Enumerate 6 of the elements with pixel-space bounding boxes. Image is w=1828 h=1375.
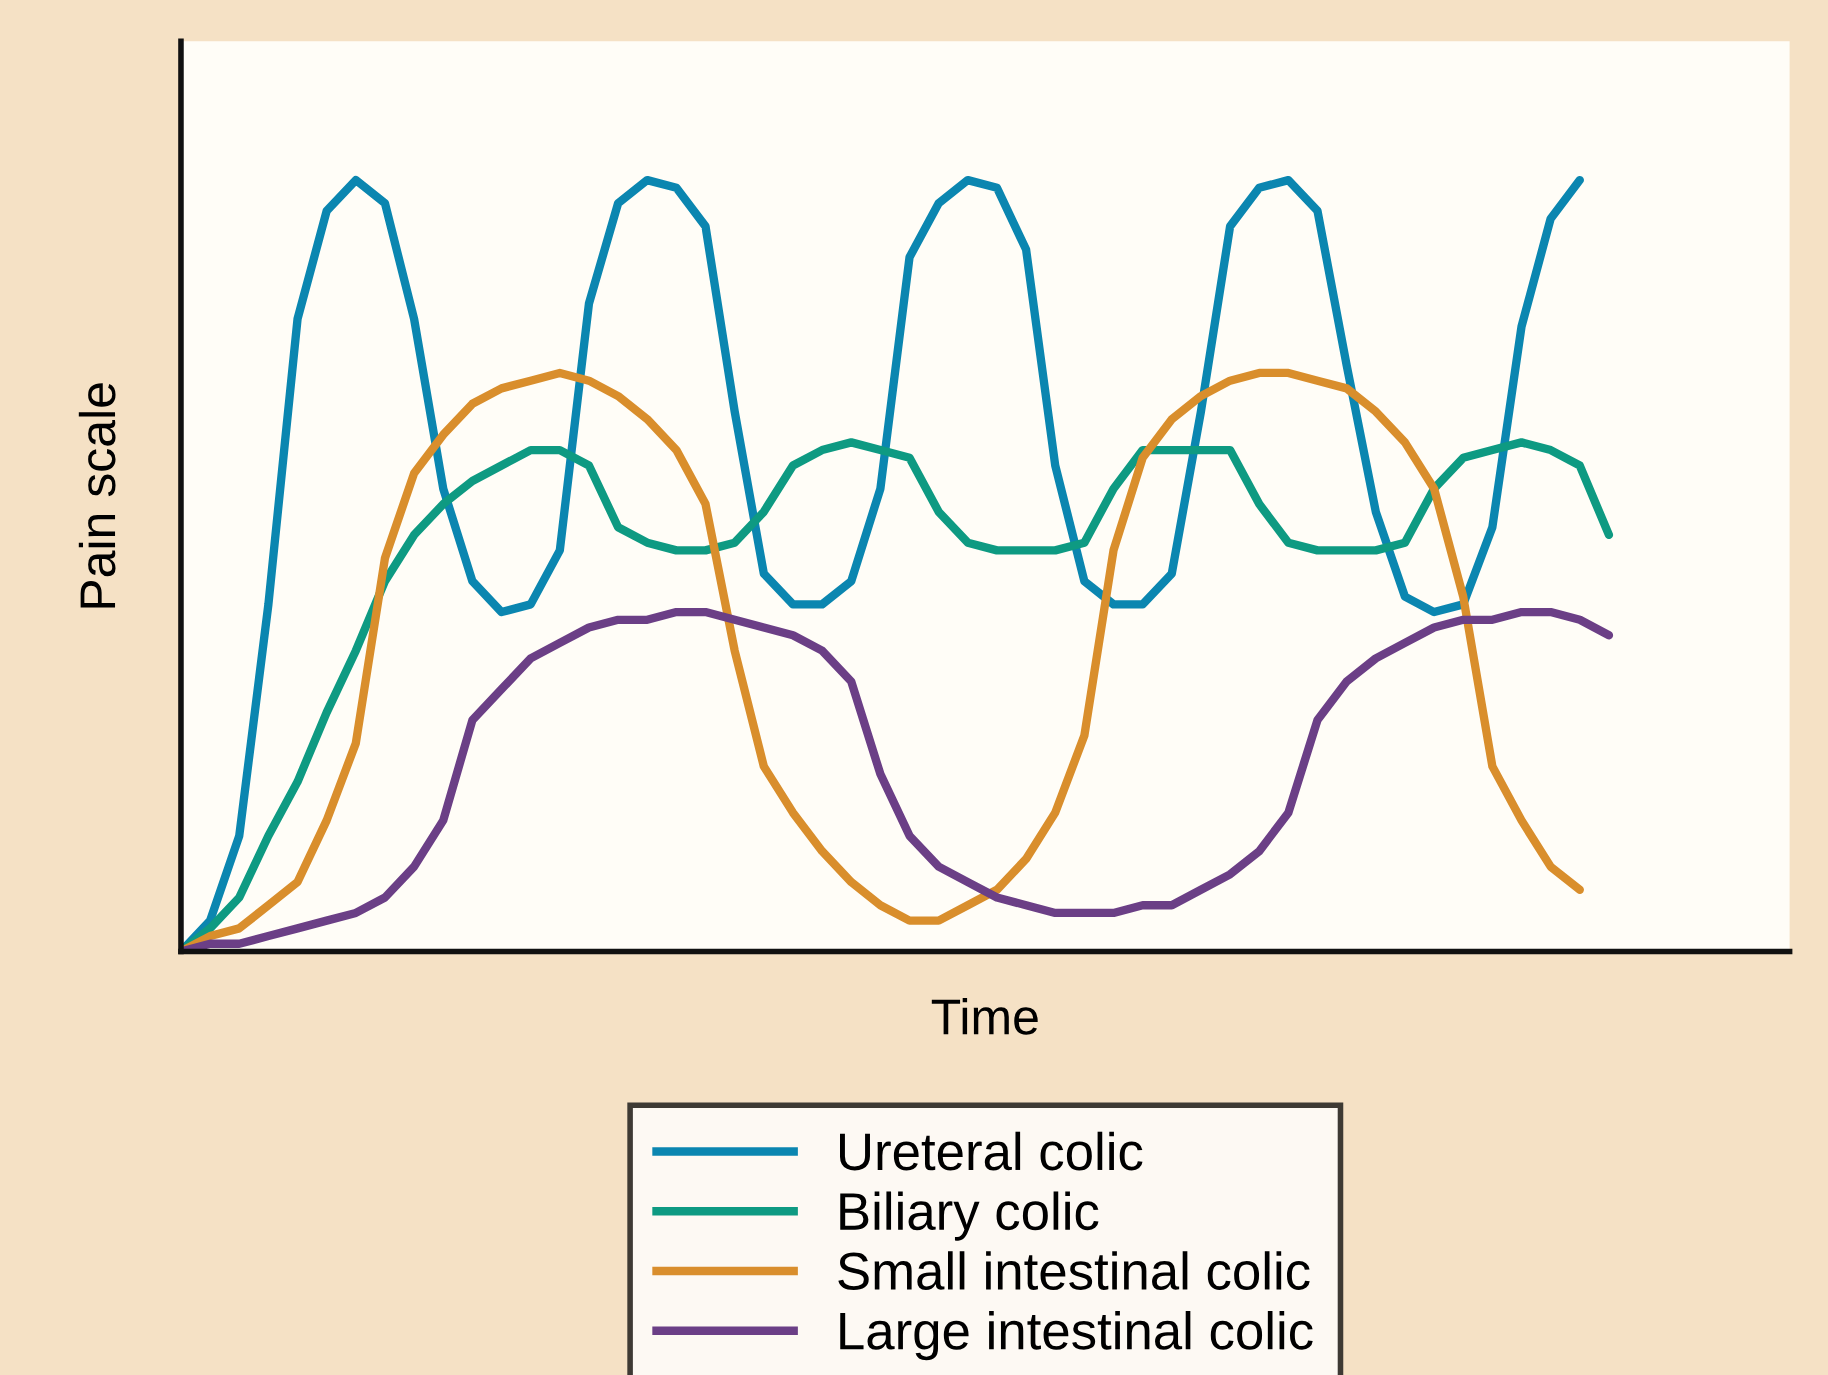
- legend-label: Small intestinal colic: [838, 1251, 1310, 1290]
- legend-label: Biliary colic: [840, 1191, 1099, 1241]
- legend-label: Ureteral colic: [840, 1131, 1143, 1171]
- y-axis-title: Pain scale: [78, 383, 116, 608]
- legend-label: Large intestinal colic: [840, 1310, 1313, 1361]
- x-axis-title: Time: [931, 998, 1038, 1035]
